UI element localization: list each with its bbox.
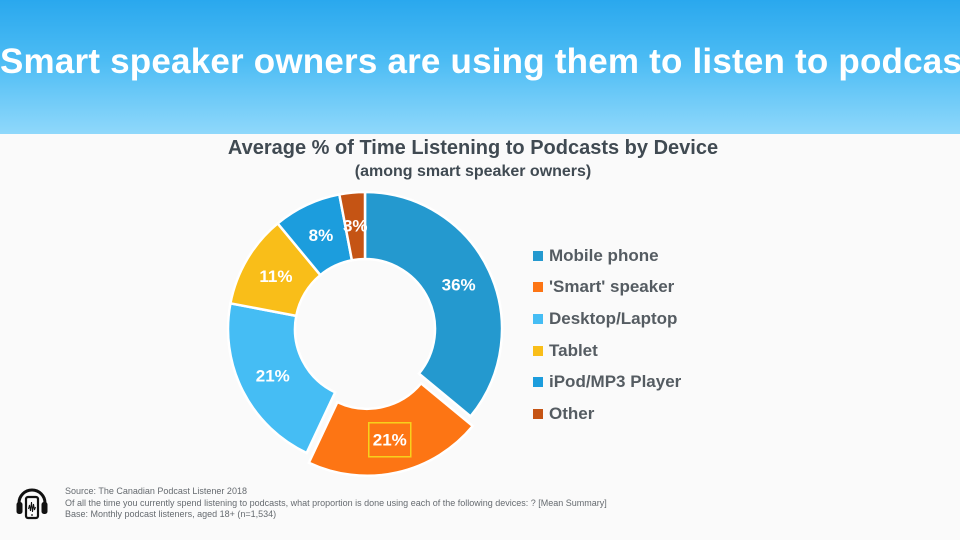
legend-label: iPod/MP3 Player: [549, 372, 682, 392]
legend-item: Mobile phone: [533, 240, 681, 272]
footer-notes: Source: The Canadian Podcast Listener 20…: [65, 486, 607, 521]
slice-data-label: 8%: [309, 226, 334, 245]
highlight-box: [368, 422, 412, 458]
page-headline: Smart speaker owners are using them to l…: [0, 42, 960, 81]
legend-swatch: [533, 345, 543, 356]
slice-data-label: 21%: [373, 430, 407, 449]
header-banner: [0, 0, 960, 134]
donut-slice-3: [226, 301, 337, 455]
legend-item: 'Smart' speaker: [533, 272, 681, 304]
legend-label: Tablet: [549, 340, 598, 360]
legend-item: iPod/MP3 Player: [533, 366, 681, 398]
legend-label: 'Smart' speaker: [549, 277, 675, 297]
chart-title: Average % of Time Listening to Podcasts …: [227, 137, 719, 159]
footer-question: Of all the time you currently spend list…: [65, 497, 607, 508]
legend-label: Desktop/Laptop: [549, 308, 678, 328]
legend-swatch: [533, 250, 543, 261]
slice-data-label: 21%: [256, 366, 290, 385]
slice-data-label: 36%: [442, 275, 476, 294]
chart-legend: Mobile phone 'Smart' speaker Desktop/Lapto…: [533, 240, 681, 430]
footer-base: Base: Monthly podcast listeners, aged 18…: [65, 509, 277, 519]
donut-slice-1: [363, 190, 504, 419]
legend-item: Other: [533, 398, 681, 430]
legend-item: Desktop/Laptop: [533, 303, 681, 335]
donut-slice-2: [307, 381, 475, 477]
legend-swatch: [533, 313, 543, 324]
slice-data-label: 11%: [259, 267, 292, 286]
legend-swatch: [533, 377, 543, 388]
headphones-phone-icon: [16, 488, 48, 520]
footer-source: Source: The Canadian Podcast Listener 20…: [65, 486, 247, 496]
chart-subtitle: (among smart speaker owners): [354, 163, 592, 180]
legend-swatch: [533, 408, 543, 419]
legend-label: Other: [549, 403, 595, 423]
legend-swatch: [533, 282, 543, 293]
donut-slice-6: [337, 190, 367, 262]
slice-data-label: 3%: [343, 216, 368, 235]
legend-item: Tablet: [533, 335, 681, 367]
legend-label: Mobile phone: [549, 245, 659, 265]
